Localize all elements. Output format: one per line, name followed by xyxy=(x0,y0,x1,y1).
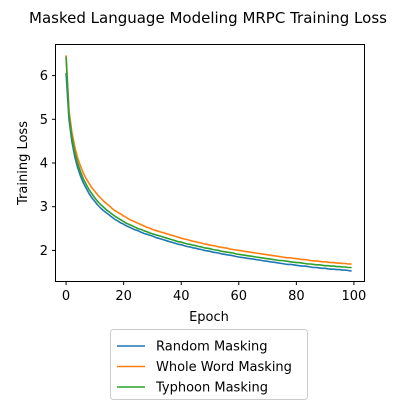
x-tick-label: 20 xyxy=(115,289,132,304)
x-tick-label: 80 xyxy=(288,289,305,304)
y-tick-label: 4 xyxy=(40,157,48,172)
x-tick-label: 100 xyxy=(342,289,367,304)
x-axis: 0 20 40 60 80 100 xyxy=(62,281,366,304)
x-tick-label: 0 xyxy=(62,289,70,304)
y-axis-label: Training Loss xyxy=(16,121,31,206)
series-line-typhoon-masking xyxy=(65,56,352,269)
x-tick-label: 40 xyxy=(173,289,190,304)
x-axis-label: Epoch xyxy=(189,310,229,325)
legend-label: Typhoon Masking xyxy=(155,381,268,396)
legend-frame xyxy=(110,329,308,400)
legend: Random Masking Whole Word Masking Typhoon … xyxy=(110,329,308,400)
y-tick-label: 3 xyxy=(40,200,48,215)
series-line-random-masking xyxy=(65,72,352,272)
plot-area xyxy=(65,55,352,272)
y-tick-label: 5 xyxy=(40,113,48,128)
y-tick-label: 6 xyxy=(40,69,48,84)
y-tick-label: 2 xyxy=(40,244,48,259)
legend-label: Whole Word Masking xyxy=(156,360,292,375)
y-axis: 2 3 4 5 6 xyxy=(40,69,56,259)
series-line-whole-word-masking xyxy=(65,55,352,265)
legend-label: Random Masking xyxy=(156,340,268,355)
chart-title: Masked Language Modeling MRPC Training L… xyxy=(29,9,387,27)
x-tick-label: 60 xyxy=(231,289,248,304)
